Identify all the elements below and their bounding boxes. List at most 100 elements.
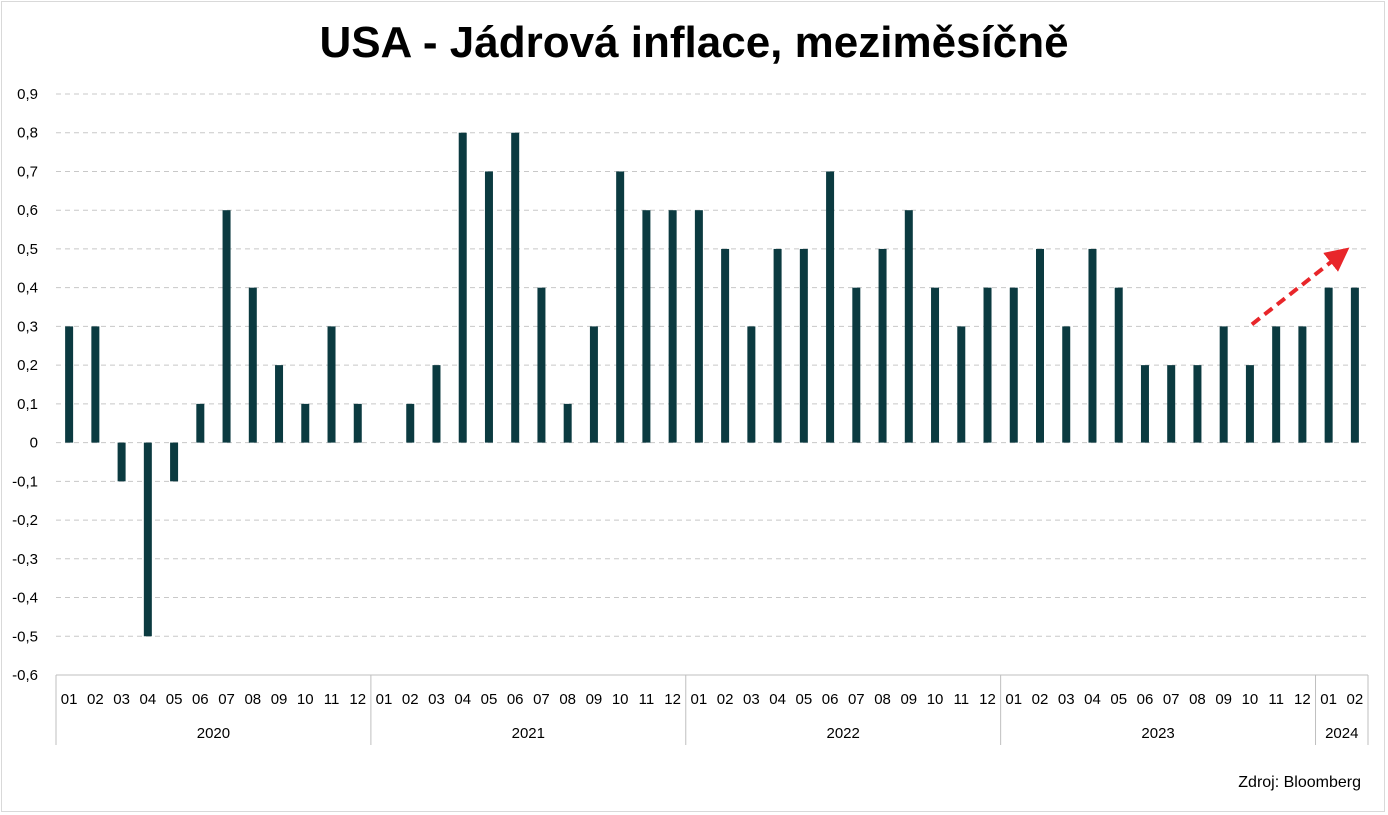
year-label: 2024	[1325, 725, 1358, 742]
bar	[589, 326, 598, 443]
x-tick-label: 03	[428, 691, 445, 708]
y-tick-label: 0,3	[17, 318, 38, 335]
bar	[170, 442, 179, 482]
bar	[668, 210, 677, 443]
y-tick-label: 0,8	[17, 125, 38, 142]
x-tick-label: 09	[900, 691, 917, 708]
x-tick-label: 01	[376, 691, 393, 708]
x-tick-label: 10	[1242, 691, 1259, 708]
bar	[799, 248, 808, 443]
year-label: 2023	[1141, 725, 1174, 742]
x-tick-label: 01	[1005, 691, 1022, 708]
y-tick-label: -0,4	[12, 590, 38, 607]
bar	[1245, 365, 1254, 443]
x-tick-label: 06	[822, 691, 839, 708]
bar	[1298, 326, 1307, 443]
x-tick-label: 03	[743, 691, 760, 708]
x-tick-label: 04	[139, 691, 156, 708]
x-tick-label: 06	[1137, 691, 1154, 708]
x-tick-label: 10	[612, 691, 629, 708]
x-tick-label: 06	[507, 691, 524, 708]
bar	[222, 210, 231, 443]
bar	[117, 442, 126, 482]
bar	[196, 403, 205, 443]
x-tick-label: 11	[324, 691, 340, 708]
bar	[826, 171, 835, 443]
chart-title: USA - Jádrová inflace, meziměsíčně	[319, 18, 1069, 67]
x-tick-label: 01	[691, 691, 708, 708]
bar	[91, 326, 100, 443]
x-tick-label: 07	[218, 691, 235, 708]
x-tick-label: 02	[1347, 691, 1364, 708]
x-tick-label: 11	[639, 691, 655, 708]
bar	[432, 365, 441, 443]
x-tick-label: 10	[927, 691, 944, 708]
bar	[248, 287, 257, 443]
x-tick-label: 08	[244, 691, 261, 708]
bar	[773, 248, 782, 443]
x-tick-label: 08	[1189, 691, 1206, 708]
bar	[353, 403, 362, 443]
bar	[852, 287, 861, 443]
bar	[275, 365, 284, 443]
bar	[983, 287, 992, 443]
x-tick-label: 01	[1320, 691, 1337, 708]
bar	[616, 171, 625, 443]
x-tick-label: 12	[1294, 691, 1311, 708]
bar	[458, 132, 467, 443]
x-tick-label: 06	[192, 691, 209, 708]
bar	[1036, 248, 1044, 443]
y-tick-label: 0,6	[17, 202, 38, 219]
y-tick-label: -0,5	[12, 628, 38, 645]
bar	[1114, 287, 1123, 443]
bar	[406, 403, 415, 443]
x-tick-label: 07	[848, 691, 865, 708]
bar	[301, 403, 310, 443]
x-tick-label: 12	[349, 691, 366, 708]
x-tick-label: 10	[297, 691, 314, 708]
year-label: 2022	[827, 725, 860, 742]
bar	[1324, 287, 1333, 443]
x-tick-label: 02	[1032, 691, 1049, 708]
bar	[1219, 326, 1228, 443]
bar	[511, 132, 520, 443]
y-tick-label: 0,7	[17, 163, 38, 180]
x-tick-label: 11	[953, 691, 969, 708]
x-tick-label: 04	[769, 691, 786, 708]
bar	[747, 326, 756, 443]
bar	[1088, 248, 1097, 443]
x-tick-label: 09	[1215, 691, 1232, 708]
x-tick-label: 03	[1058, 691, 1075, 708]
bar	[642, 210, 651, 443]
bar	[537, 287, 546, 443]
y-tick-label: 0,9	[17, 86, 38, 103]
x-tick-label: 04	[454, 691, 471, 708]
y-tick-label: -0,1	[12, 473, 38, 490]
x-tick-label: 02	[87, 691, 104, 708]
x-tick-label: 02	[717, 691, 734, 708]
x-tick-label: 09	[586, 691, 603, 708]
bar	[65, 326, 74, 443]
x-tick-label: 05	[795, 691, 812, 708]
y-tick-label: 0,2	[17, 357, 38, 374]
x-tick-label: 07	[533, 691, 550, 708]
x-tick-label: 12	[664, 691, 681, 708]
x-tick-label: 05	[166, 691, 183, 708]
bar	[931, 287, 940, 443]
bar	[1062, 326, 1071, 443]
bar	[878, 248, 887, 443]
y-tick-label: 0,5	[17, 241, 38, 258]
bar	[904, 210, 913, 443]
bar	[1167, 365, 1176, 443]
x-tick-label: 11	[1268, 691, 1284, 708]
x-tick-label: 12	[979, 691, 996, 708]
bar	[143, 442, 152, 637]
bar	[1140, 365, 1149, 443]
x-tick-label: 04	[1084, 691, 1101, 708]
bar	[1272, 326, 1281, 443]
x-tick-label: 05	[1110, 691, 1127, 708]
y-tick-label: 0,1	[17, 396, 38, 413]
bar	[721, 248, 730, 443]
